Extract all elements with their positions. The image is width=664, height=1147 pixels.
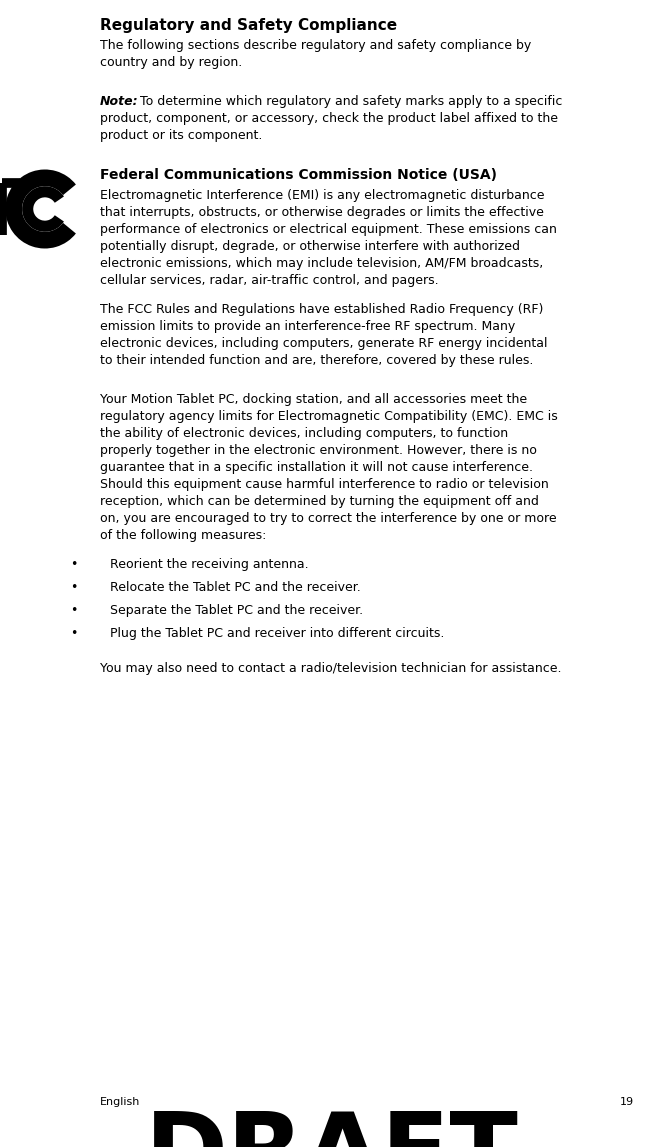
Text: English: English (100, 1097, 140, 1107)
Text: reception, which can be determined by turning the equipment off and: reception, which can be determined by tu… (100, 496, 539, 508)
Text: The following sections describe regulatory and safety compliance by: The following sections describe regulato… (100, 39, 531, 52)
Text: emission limits to provide an interference-free RF spectrum. Many: emission limits to provide an interferen… (100, 320, 515, 333)
Text: cellular services, radar, air-traffic control, and pagers.: cellular services, radar, air-traffic co… (100, 274, 439, 287)
Text: 19: 19 (620, 1097, 634, 1107)
Text: product or its component.: product or its component. (100, 128, 262, 142)
Text: country and by region.: country and by region. (100, 56, 242, 69)
Text: Note:: Note: (100, 95, 139, 108)
Text: To determine which regulatory and safety marks apply to a specific: To determine which regulatory and safety… (136, 95, 562, 108)
Text: Separate the Tablet PC and the receiver.: Separate the Tablet PC and the receiver. (110, 604, 363, 617)
Text: •: • (70, 604, 78, 617)
Text: electronic devices, including computers, generate RF energy incidental: electronic devices, including computers,… (100, 337, 548, 350)
Text: The FCC Rules and Regulations have established Radio Frequency (RF): The FCC Rules and Regulations have estab… (100, 303, 543, 317)
Text: product, component, or accessory, check the product label affixed to the: product, component, or accessory, check … (100, 112, 558, 125)
Text: electronic emissions, which may include television, AM/FM broadcasts,: electronic emissions, which may include … (100, 257, 543, 270)
Text: properly together in the electronic environment. However, there is no: properly together in the electronic envi… (100, 444, 537, 457)
Text: Your Motion Tablet PC, docking station, and all accessories meet the: Your Motion Tablet PC, docking station, … (100, 393, 527, 406)
Text: performance of electronics or electrical equipment. These emissions can: performance of electronics or electrical… (100, 223, 557, 236)
Text: the ability of electronic devices, including computers, to function: the ability of electronic devices, inclu… (100, 427, 508, 440)
Text: on, you are encouraged to try to correct the interference by one or more: on, you are encouraged to try to correct… (100, 512, 556, 525)
Text: •: • (70, 627, 78, 640)
Text: Regulatory and Safety Compliance: Regulatory and Safety Compliance (100, 18, 397, 33)
Text: Plug the Tablet PC and receiver into different circuits.: Plug the Tablet PC and receiver into dif… (110, 627, 444, 640)
Text: Relocate the Tablet PC and the receiver.: Relocate the Tablet PC and the receiver. (110, 582, 361, 594)
Text: Electromagnetic Interference (EMI) is any electromagnetic disturbance: Electromagnetic Interference (EMI) is an… (100, 189, 544, 202)
Text: DRAFT: DRAFT (145, 1108, 519, 1147)
Text: Reorient the receiving antenna.: Reorient the receiving antenna. (110, 557, 309, 571)
Text: Federal Communications Commission Notice (USA): Federal Communications Commission Notice… (100, 167, 497, 182)
Text: •: • (70, 557, 78, 571)
Text: to their intended function and are, therefore, covered by these rules.: to their intended function and are, ther… (100, 354, 533, 367)
Text: You may also need to contact a radio/television technician for assistance.: You may also need to contact a radio/tel… (100, 662, 562, 674)
Text: Should this equipment cause harmful interference to radio or television: Should this equipment cause harmful inte… (100, 478, 548, 491)
Text: that interrupts, obstructs, or otherwise degrades or limits the effective: that interrupts, obstructs, or otherwise… (100, 206, 544, 219)
Text: of the following measures:: of the following measures: (100, 529, 266, 543)
Text: guarantee that in a specific installation it will not cause interference.: guarantee that in a specific installatio… (100, 461, 533, 474)
Text: •: • (70, 582, 78, 594)
Text: regulatory agency limits for Electromagnetic Compatibility (EMC). EMC is: regulatory agency limits for Electromagn… (100, 409, 558, 423)
Text: potentially disrupt, degrade, or otherwise interfere with authorized: potentially disrupt, degrade, or otherwi… (100, 240, 520, 253)
